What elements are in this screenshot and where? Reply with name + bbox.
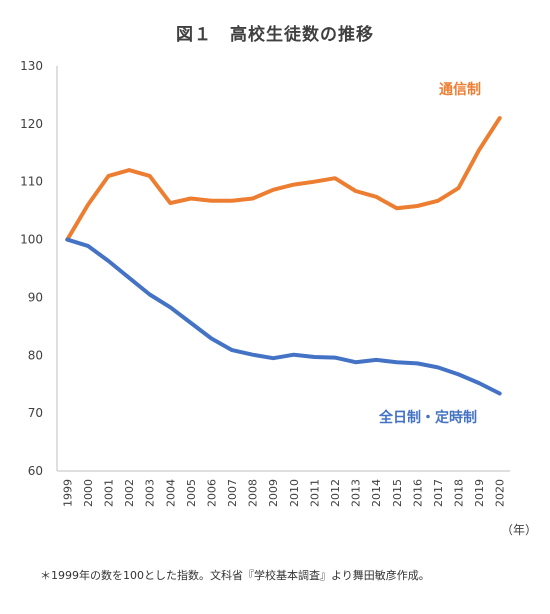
y-tick-label: 70 xyxy=(28,406,43,420)
x-tick-label: 2009 xyxy=(267,479,280,507)
series-label-1: 通信制 xyxy=(439,81,481,98)
series-line-2 xyxy=(65,237,502,396)
x-tick-label: 2002 xyxy=(123,479,136,507)
x-tick-label: 2000 xyxy=(82,479,95,507)
x-tick-label: 2013 xyxy=(350,479,363,507)
x-tick-label: 2014 xyxy=(370,479,383,507)
y-tick-labels: 60 70 80 90 100 110 120 130 xyxy=(20,59,43,478)
y-tick-label: 110 xyxy=(20,175,43,189)
series-label-2: 全日制・定時制 xyxy=(378,409,477,426)
y-tick-label: 60 xyxy=(28,464,43,478)
x-tick-label: 2017 xyxy=(432,479,445,507)
x-tick-label: 2015 xyxy=(391,479,404,507)
series-line-1 xyxy=(65,116,502,242)
x-tick-label: 2005 xyxy=(185,479,198,507)
chart-title: 図１ 高校生徒数の推移 xyxy=(176,25,374,45)
footnote: ＊1999年の数を100とした指数。文科省『学校基本調査』より舞田敏彦作成。 xyxy=(40,569,430,582)
y-tick-label: 120 xyxy=(20,117,43,131)
y-tick-label: 80 xyxy=(28,348,43,362)
x-tick-label: 1999 xyxy=(61,479,74,507)
x-tick-label: 2001 xyxy=(102,479,115,507)
x-tick-label: 2006 xyxy=(205,479,218,507)
axes xyxy=(56,66,510,472)
x-tick-label: 2011 xyxy=(308,479,321,507)
x-tick-label: 2018 xyxy=(453,479,466,507)
x-tick-label: 2010 xyxy=(288,479,301,507)
x-tick-label: 2016 xyxy=(411,479,424,507)
x-tick-label: 2007 xyxy=(226,479,239,507)
series-lines xyxy=(65,116,502,396)
x-tick-label: 2019 xyxy=(473,479,486,507)
x-tick-label: 2008 xyxy=(247,479,260,507)
x-tick-labels: 1999 2000 2001 2002 2003 2004 2005 2006 2007 2008… xyxy=(61,479,506,507)
x-tick-label: 2020 xyxy=(494,479,507,507)
x-tick-label: 2004 xyxy=(164,479,177,507)
y-tick-label: 100 xyxy=(20,233,43,247)
y-tick-label: 90 xyxy=(28,290,43,304)
y-tick-label: 130 xyxy=(20,59,43,73)
x-axis-unit-label: （年） xyxy=(501,523,537,537)
x-tick-label: 2003 xyxy=(144,479,157,507)
x-tick-label: 2012 xyxy=(329,479,342,507)
